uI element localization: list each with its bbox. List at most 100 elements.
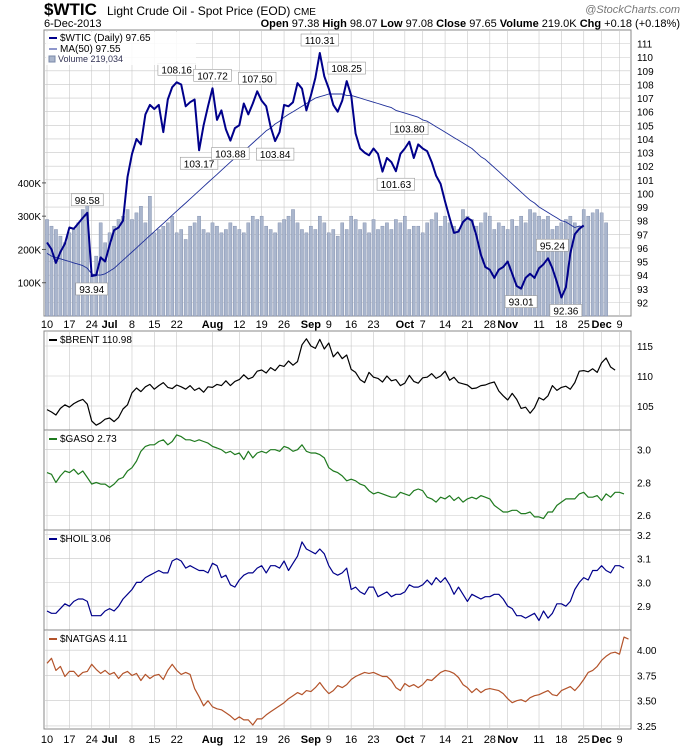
top-x-tick-label: 12 [233, 319, 245, 331]
legend-swatch-volume [48, 55, 56, 63]
bottom-x-tick-label: 12 [233, 734, 245, 746]
volume-bar [326, 232, 331, 317]
volume-bar [246, 222, 251, 317]
price-annotation-box [549, 304, 583, 317]
volume-bar [564, 219, 568, 317]
price-annotation-box [238, 71, 277, 85]
volume-bar [273, 232, 277, 317]
y-tick-label: 3.2 [637, 531, 651, 542]
bottom-x-tick-label: 23 [367, 734, 379, 746]
volume-bar [371, 219, 376, 317]
y-tick-label: 95 [637, 258, 649, 269]
y-tick-label: 3.75 [637, 671, 657, 682]
bottom-x-tick-label: 9 [616, 734, 622, 746]
price-annotation-label: 101.63 [381, 180, 412, 191]
volume-bar [192, 222, 197, 317]
volume-bar [389, 229, 394, 317]
top-x-tick-label: 28 [484, 319, 496, 331]
y-tick-label: 115 [637, 342, 653, 353]
volume-bar [394, 219, 398, 317]
volume-bar [304, 232, 309, 317]
y-tick-label: 3.0 [637, 446, 651, 457]
price-annotation-label: 98.58 [75, 196, 100, 207]
volume-bar [344, 229, 349, 317]
y-tick-label: 94 [637, 271, 649, 282]
gaso-line [46, 434, 625, 520]
legend-wtic: $WTIC (Daily) 97.65 [60, 33, 151, 44]
volume-bar [331, 229, 336, 317]
volume-bar [456, 229, 461, 317]
volume-bar [474, 225, 479, 317]
price-annotation-box [300, 33, 339, 47]
price-annotation-box [75, 282, 109, 296]
top-x-tick-label: 26 [278, 319, 290, 331]
price-annotation-box [504, 295, 538, 308]
volume-bar [403, 215, 407, 317]
top-x-tick-label: 10 [41, 319, 53, 331]
natgas-line [46, 636, 629, 726]
bottom-x-tick-label: Nov [497, 734, 519, 746]
top-x-tick-label: 8 [129, 319, 135, 331]
volume-bar [134, 212, 139, 317]
volume-bar [264, 225, 268, 317]
price-annotation-label: 107.72 [197, 71, 228, 82]
volume-bar [505, 229, 510, 317]
volume-bar [80, 209, 85, 317]
bottom-x-tick-label: 19 [256, 734, 268, 746]
volume-bar [519, 215, 523, 317]
volume-bar [268, 229, 273, 317]
volume-bar [349, 215, 353, 317]
volume-bar [353, 219, 358, 317]
volume-bar [604, 222, 608, 317]
bottom-x-tick-label: 11 [533, 734, 544, 746]
volume-bar [49, 225, 54, 317]
y-tick-label: 92 [637, 298, 649, 309]
bottom-x-tick-label: 22 [171, 734, 183, 746]
top-x-tick-label: Aug [202, 319, 223, 331]
price-annotation-label: 107.50 [242, 74, 273, 85]
y-tick-label: 3.1 [637, 555, 651, 566]
y-tick-label: 107 [637, 94, 654, 105]
volume-bar [116, 219, 121, 317]
price-annotation-label: 93.01 [509, 298, 534, 309]
volume-bar [465, 215, 470, 317]
panel-frame-3 [43, 529, 632, 631]
bottom-x-tick-label: 17 [63, 734, 75, 746]
volume-bar [599, 212, 604, 317]
price-annotation-box [179, 156, 219, 170]
volume-bar [376, 229, 380, 317]
volume-tick-label: 200K [18, 245, 42, 256]
volume-bar [581, 209, 586, 317]
volume-bar [295, 222, 300, 317]
y-tick-label: 111 [637, 40, 653, 51]
y-tick-label: 96 [637, 244, 649, 255]
volume-bar [488, 215, 492, 317]
volume-bar [595, 209, 599, 317]
legend-brent: $BRENT 110.98 [60, 335, 132, 346]
y-tick-label: 110 [637, 53, 653, 64]
bottom-x-tick-label: Jul [102, 734, 118, 746]
volume-bar [420, 232, 425, 317]
volume-bar [89, 275, 94, 317]
volume-bar [398, 222, 403, 317]
volume-bar [286, 215, 291, 317]
y-tick-label: 109 [637, 67, 654, 78]
volume-bar [259, 215, 264, 317]
legend-volume: Volume 219,034 [58, 54, 123, 64]
volume-bar [157, 229, 161, 317]
volume-bar [233, 225, 237, 317]
y-tick-label: 99 [637, 203, 649, 214]
y-tick-label: 93 [637, 285, 649, 296]
volume-bar [277, 222, 282, 317]
price-annotation-box [211, 147, 250, 160]
volume-bar [559, 222, 564, 317]
volume-bar [479, 222, 483, 317]
volume-bar [577, 225, 582, 317]
volume-bar [492, 229, 497, 317]
volume-bar [434, 212, 438, 317]
y-tick-label: 101 [637, 176, 654, 187]
top-x-tick-label: Jul [102, 319, 118, 331]
y-tick-label: 97 [637, 230, 649, 241]
volume-bar [179, 229, 183, 317]
